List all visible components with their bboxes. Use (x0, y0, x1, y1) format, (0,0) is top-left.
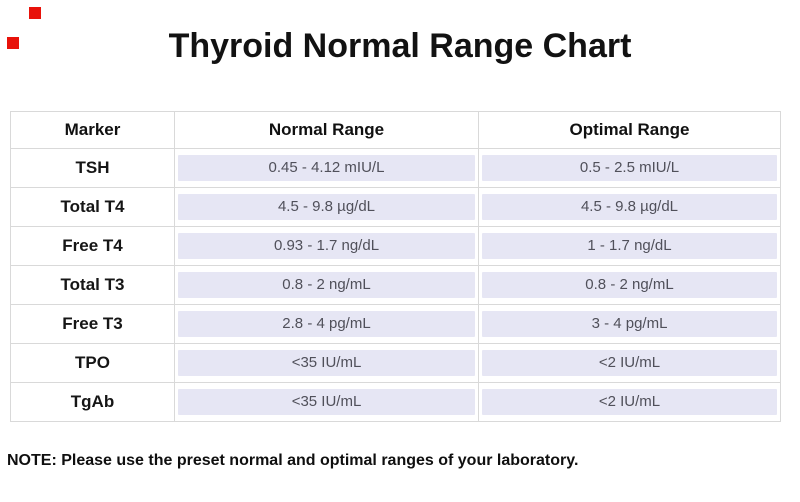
table-row-tpo: TPO <35 IU/mL <2 IU/mL (10, 343, 781, 383)
optimal-range-cell: 3 - 4 pg/mL (478, 304, 781, 344)
value-highlight: 4.5 - 9.8 µg/dL (482, 194, 777, 220)
optimal-range-cell: <2 IU/mL (478, 382, 781, 422)
value-highlight: 0.45 - 4.12 mIU/L (178, 155, 475, 181)
thyroid-range-table: Marker Normal Range Optimal Range TSH 0.… (10, 111, 781, 422)
table-row-tgab: TgAb <35 IU/mL <2 IU/mL (10, 382, 781, 422)
table-row-total-t3: Total T3 0.8 - 2 ng/mL 0.8 - 2 ng/mL (10, 265, 781, 305)
value-highlight: 2.8 - 4 pg/mL (178, 311, 475, 337)
optimal-range-cell: 0.8 - 2 ng/mL (478, 265, 781, 305)
marker-cell: TPO (10, 343, 175, 383)
value-highlight: 0.8 - 2 ng/mL (178, 272, 475, 298)
marker-cell: TSH (10, 148, 175, 188)
red-square-marker (29, 7, 41, 19)
marker-cell: Total T3 (10, 265, 175, 305)
normal-range-cell: 0.8 - 2 ng/mL (174, 265, 479, 305)
optimal-range-cell: 1 - 1.7 ng/dL (478, 226, 781, 266)
column-header-marker: Marker (10, 111, 175, 149)
marker-cell: Free T4 (10, 226, 175, 266)
header-row: Marker Normal Range Optimal Range (10, 111, 781, 149)
marker-cell: Free T3 (10, 304, 175, 344)
value-highlight: 3 - 4 pg/mL (482, 311, 777, 337)
optimal-range-cell: 4.5 - 9.8 µg/dL (478, 187, 781, 227)
value-highlight: <35 IU/mL (178, 350, 475, 376)
column-header-normal-range: Normal Range (174, 111, 479, 149)
table-row-free-t3: Free T3 2.8 - 4 pg/mL 3 - 4 pg/mL (10, 304, 781, 344)
value-highlight: 1 - 1.7 ng/dL (482, 233, 777, 259)
marker-cell: Total T4 (10, 187, 175, 227)
thyroid-range-table-container: Marker Normal Range Optimal Range TSH 0.… (10, 111, 781, 422)
value-highlight: 0.8 - 2 ng/mL (482, 272, 777, 298)
value-highlight: <35 IU/mL (178, 389, 475, 415)
optimal-range-cell: 0.5 - 2.5 mIU/L (478, 148, 781, 188)
normal-range-cell: 4.5 - 9.8 µg/dL (174, 187, 479, 227)
page-title: Thyroid Normal Range Chart (168, 27, 632, 65)
value-highlight: <2 IU/mL (482, 350, 777, 376)
normal-range-cell: 0.93 - 1.7 ng/dL (174, 226, 479, 266)
normal-range-cell: 2.8 - 4 pg/mL (174, 304, 479, 344)
marker-cell: TgAb (10, 382, 175, 422)
value-highlight: 0.93 - 1.7 ng/dL (178, 233, 475, 259)
value-highlight: <2 IU/mL (482, 389, 777, 415)
value-highlight: 4.5 - 9.8 µg/dL (178, 194, 475, 220)
table-row-free-t4: Free T4 0.93 - 1.7 ng/dL 1 - 1.7 ng/dL (10, 226, 781, 266)
table-row-tsh: TSH 0.45 - 4.12 mIU/L 0.5 - 2.5 mIU/L (10, 148, 781, 188)
value-highlight: 0.5 - 2.5 mIU/L (482, 155, 777, 181)
table-row-total-t4: Total T4 4.5 - 9.8 µg/dL 4.5 - 9.8 µg/dL (10, 187, 781, 227)
normal-range-cell: <35 IU/mL (174, 382, 479, 422)
column-header-optimal-range: Optimal Range (478, 111, 781, 149)
normal-range-cell: 0.45 - 4.12 mIU/L (174, 148, 479, 188)
note-text: NOTE: Please use the preset normal and o… (7, 452, 579, 469)
normal-range-cell: <35 IU/mL (174, 343, 479, 383)
red-square-marker (7, 37, 19, 49)
optimal-range-cell: <2 IU/mL (478, 343, 781, 383)
